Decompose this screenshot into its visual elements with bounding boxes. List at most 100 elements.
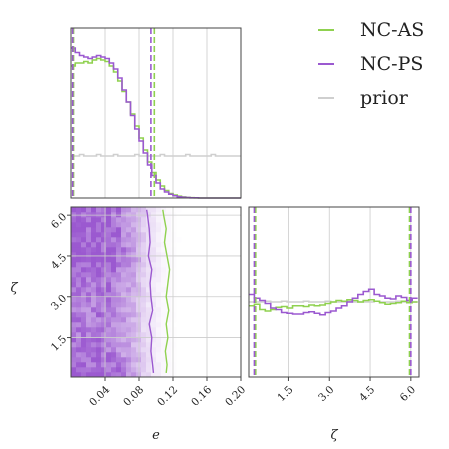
- density-cell: [86, 337, 92, 343]
- density-cell: [131, 327, 137, 333]
- density-cell: [76, 372, 82, 378]
- density-cell: [101, 297, 107, 303]
- histogram-e-prior: [71, 153, 241, 157]
- density-cell: [116, 242, 122, 248]
- density-cell: [76, 262, 82, 268]
- density-cell: [116, 332, 122, 338]
- density-cell: [116, 262, 122, 268]
- density-cell: [151, 292, 157, 298]
- density-cell: [156, 337, 162, 343]
- density-cell: [96, 297, 102, 303]
- density-cell: [111, 357, 117, 363]
- density-cell: [81, 272, 87, 278]
- density-cell: [156, 362, 162, 368]
- density-cell: [131, 282, 137, 288]
- density-cell: [141, 302, 147, 308]
- density-cell: [111, 327, 117, 333]
- density-cell: [161, 332, 167, 338]
- density-cell: [126, 237, 132, 243]
- density-cell: [106, 362, 112, 368]
- density-cell: [101, 322, 107, 328]
- density-cell: [146, 317, 152, 323]
- density-cell: [121, 362, 127, 368]
- density-cell: [166, 222, 172, 228]
- density-cell: [116, 357, 122, 363]
- density-cell: [86, 342, 92, 348]
- density-cell: [76, 277, 82, 283]
- density-cell: [126, 222, 132, 228]
- density-cell: [126, 217, 132, 223]
- density-cell: [151, 372, 157, 378]
- density-cell: [86, 307, 92, 313]
- density-cell: [101, 292, 107, 298]
- tick-label-e: 0.20: [223, 384, 248, 409]
- density-cell: [71, 227, 77, 233]
- density-cell: [161, 342, 167, 348]
- density-cell: [101, 262, 107, 268]
- density-cell: [141, 272, 147, 278]
- density-cell: [171, 307, 177, 313]
- density-cell: [96, 312, 102, 318]
- density-cell: [111, 242, 117, 248]
- density-cell: [151, 297, 157, 303]
- density-cell: [151, 267, 157, 273]
- density-cell: [96, 267, 102, 273]
- density-cell: [141, 252, 147, 258]
- density-cell: [166, 267, 172, 273]
- density-cell: [151, 217, 157, 223]
- density-cell: [101, 347, 107, 353]
- histogram-zeta-nc-ps: [249, 288, 418, 316]
- density-cell: [121, 342, 127, 348]
- density-cell: [71, 222, 77, 228]
- density-cell: [81, 262, 87, 268]
- density-cell: [156, 307, 162, 313]
- density-cell: [131, 312, 137, 318]
- tick-label-zeta-y: 4.5: [49, 252, 69, 272]
- density-cell: [151, 342, 157, 348]
- density-cell: [81, 332, 87, 338]
- density-cell: [141, 352, 147, 358]
- density-cell: [121, 237, 127, 243]
- density-cell: [156, 282, 162, 288]
- density-cell: [151, 322, 157, 328]
- density-cell: [101, 367, 107, 373]
- density-cell: [91, 347, 97, 353]
- density-cell: [126, 252, 132, 258]
- contour-nc-as: [162, 209, 171, 373]
- density-cell: [141, 297, 147, 303]
- tick-label-zeta: 4.5: [357, 384, 377, 404]
- density-cell: [71, 242, 77, 248]
- tick-label-e: 0.04: [87, 384, 112, 409]
- density-cell: [111, 277, 117, 283]
- density-cell: [96, 217, 102, 223]
- density-cell: [146, 327, 152, 333]
- density-cell: [71, 232, 77, 238]
- density-cell: [96, 337, 102, 343]
- density-cell: [91, 262, 97, 268]
- density-cell: [91, 267, 97, 273]
- density-cell: [76, 207, 82, 213]
- density-cell: [81, 367, 87, 373]
- density-cell: [141, 367, 147, 373]
- density-cell: [146, 367, 152, 373]
- density-cell: [106, 237, 112, 243]
- density-cell: [71, 207, 77, 213]
- density-cell: [71, 217, 77, 223]
- density-cell: [96, 362, 102, 368]
- density-cell: [146, 342, 152, 348]
- density-cell: [161, 362, 167, 368]
- density-cell: [131, 307, 137, 313]
- density-cell: [81, 257, 87, 263]
- density-cell: [106, 272, 112, 278]
- density-cell: [71, 297, 77, 303]
- density-cell: [126, 212, 132, 218]
- density-cell: [121, 372, 127, 378]
- density-cell: [166, 332, 172, 338]
- density-cell: [86, 367, 92, 373]
- density-cell: [76, 282, 82, 288]
- density-cell: [131, 322, 137, 328]
- density-cell: [126, 307, 132, 313]
- density-cell: [151, 362, 157, 368]
- density-cell: [126, 207, 132, 213]
- density-cell: [71, 287, 77, 293]
